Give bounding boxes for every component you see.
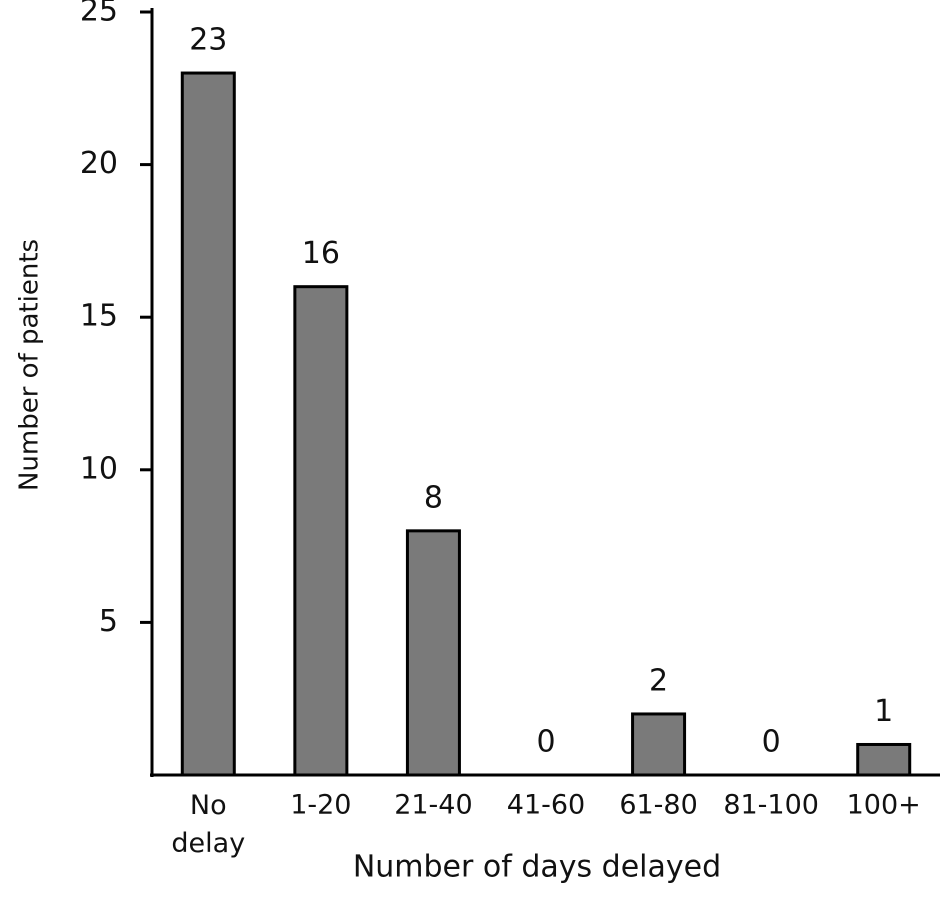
value-label: 0 bbox=[762, 725, 781, 760]
y-tick-label: 15 bbox=[80, 299, 118, 334]
x-tick-label: 61-80 bbox=[619, 790, 697, 821]
y-tick-label: 5 bbox=[99, 604, 118, 639]
y-axis-label: Number of patients bbox=[15, 239, 45, 491]
bar bbox=[631, 712, 687, 777]
bar bbox=[180, 71, 236, 777]
x-tick-label: 21-40 bbox=[394, 790, 472, 821]
value-label: 1 bbox=[874, 694, 893, 729]
x-axis-label: Number of days delayed bbox=[353, 850, 721, 885]
x-tick-label: 41-60 bbox=[507, 790, 585, 821]
bar bbox=[856, 742, 912, 777]
value-label: 8 bbox=[424, 480, 443, 515]
x-tick-label: 1-20 bbox=[290, 790, 351, 821]
value-label: 0 bbox=[536, 725, 555, 760]
y-tick-label: 10 bbox=[80, 451, 118, 486]
value-label: 23 bbox=[189, 23, 227, 58]
bar bbox=[405, 529, 461, 777]
bar bbox=[293, 285, 349, 777]
value-label: 2 bbox=[649, 663, 668, 698]
x-tick-label: 81-100 bbox=[723, 790, 819, 821]
value-label: 16 bbox=[302, 236, 340, 271]
y-tick-label: 20 bbox=[80, 146, 118, 181]
y-tick-label: 25 bbox=[80, 0, 118, 29]
x-tick-label: No delay bbox=[171, 790, 245, 859]
x-tick-label: 100+ bbox=[847, 790, 921, 821]
